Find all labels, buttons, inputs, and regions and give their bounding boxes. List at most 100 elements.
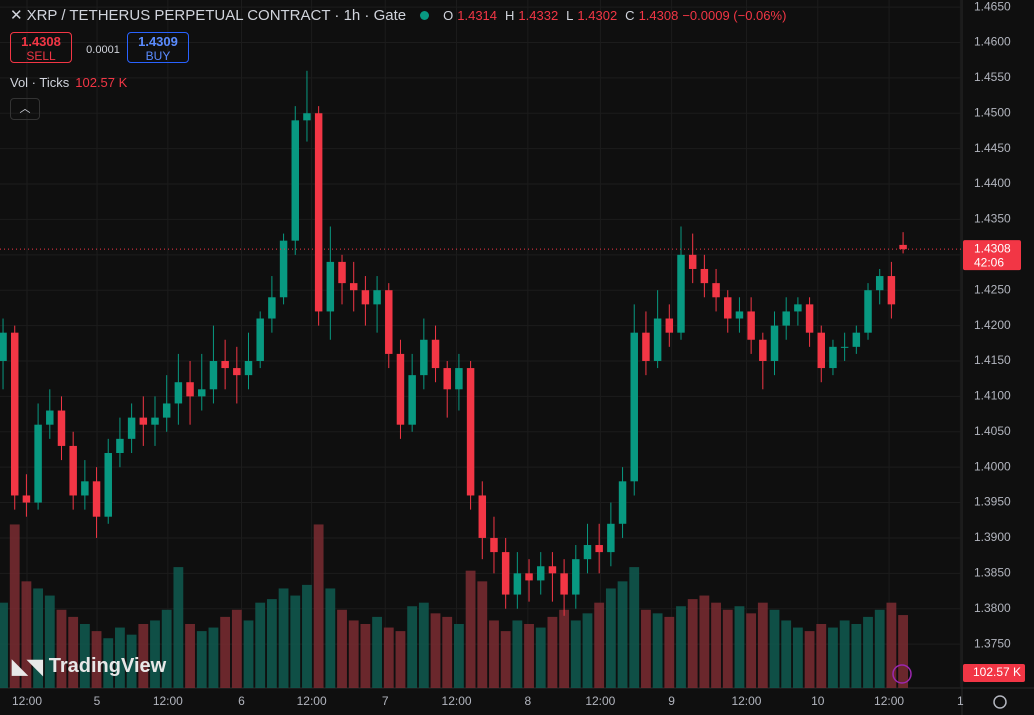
volume-bar — [161, 609, 172, 688]
y-tick-label: 1.4400 — [974, 176, 1011, 190]
candle-body — [139, 417, 148, 425]
sell-label: SELL — [26, 49, 56, 63]
volume-bar — [313, 524, 324, 688]
x-tick-label: 1 — [957, 694, 964, 708]
buy-price: 1.4309 — [138, 34, 178, 49]
volume-bar — [91, 631, 102, 688]
candle-body — [81, 481, 89, 496]
candle-body — [887, 276, 896, 305]
legend: ✕ XRP / TETHERUS PERPETUAL CONTRACT · 1h… — [10, 6, 787, 25]
candle-body — [759, 339, 767, 361]
volume-bar — [839, 620, 850, 688]
candle-body — [852, 332, 861, 347]
candle-body — [501, 552, 510, 595]
volume-bar — [21, 581, 32, 688]
volume-bar — [559, 609, 570, 688]
candle-body — [794, 304, 802, 312]
volume-bar — [828, 627, 838, 688]
y-tick-label: 1.4450 — [974, 141, 1011, 155]
candle-body — [0, 332, 7, 361]
volume-bar — [220, 616, 231, 688]
ohlc-change: −0.0009 (−0.06%) — [682, 7, 787, 23]
candle-body — [57, 410, 66, 446]
candle-body — [805, 304, 814, 333]
ohlc-value: 1.4332 — [518, 7, 559, 23]
watermark-text: TradingView — [48, 655, 167, 677]
y-tick-label: 1.3950 — [974, 495, 1011, 509]
volume-bar — [629, 567, 640, 688]
y-tick-label: 1.4250 — [974, 282, 1011, 296]
candle-body — [864, 290, 872, 333]
candle-body — [396, 353, 405, 425]
logo-icon: ◣◥ — [12, 656, 43, 678]
ohlc-value: 1.4302 — [577, 7, 618, 23]
settings-icon — [993, 695, 1007, 709]
volume-bar — [418, 602, 429, 688]
volume-bar — [722, 609, 733, 688]
candle-body — [116, 438, 124, 454]
candle-body — [361, 290, 370, 305]
y-tick-label: 1.4600 — [974, 35, 1011, 49]
candle-body — [513, 573, 522, 595]
candle-body — [583, 545, 592, 560]
candle-body — [490, 537, 498, 553]
close-icon[interactable]: ✕ — [10, 7, 23, 24]
volume-bar — [711, 602, 721, 688]
candle-body — [572, 559, 580, 595]
candle-body — [782, 311, 790, 326]
volume-bar — [360, 624, 371, 688]
candle-body — [46, 410, 54, 425]
y-tick-label: 1.4000 — [974, 459, 1011, 473]
buy-button[interactable]: 1.4309 BUY — [127, 32, 189, 63]
spread: 0.0001 — [86, 44, 120, 56]
volume-bar — [407, 606, 418, 688]
candle-body — [712, 283, 720, 298]
candle-body — [209, 360, 218, 390]
sell-button[interactable]: 1.4308 SELL — [10, 32, 72, 63]
volume-bar — [652, 613, 663, 688]
volume-bar — [804, 631, 815, 688]
candle-body — [817, 332, 826, 369]
volume-bar — [874, 609, 885, 688]
volume-bar — [886, 602, 897, 688]
replay-icon — [892, 664, 912, 684]
candle-body — [22, 495, 31, 503]
candle-body — [724, 297, 732, 319]
candle-body — [478, 495, 487, 538]
candle-body — [10, 332, 19, 496]
x-tick-label: 7 — [382, 694, 389, 708]
volume-bar — [570, 620, 581, 688]
volume-bar — [278, 588, 289, 688]
volume-bar — [231, 609, 242, 688]
volume-bar — [173, 567, 184, 688]
volume-bar — [44, 595, 55, 688]
x-tick-label: 12:00 — [297, 694, 327, 708]
ohlc-value: 1.4314 — [457, 7, 498, 23]
y-tick-label: 1.4150 — [974, 353, 1011, 367]
x-tick-label: 12:00 — [12, 694, 42, 708]
candle-body — [303, 113, 311, 121]
volume-bar — [465, 570, 476, 688]
x-tick-label: 12:00 — [153, 694, 183, 708]
buy-label: BUY — [145, 49, 171, 63]
symbol-title[interactable]: XRP / TETHERUS PERPETUAL CONTRACT · 1h ·… — [26, 6, 407, 24]
volume-bar — [302, 584, 312, 688]
volume-bar — [816, 624, 827, 688]
volume-name: Vol · Ticks — [10, 75, 70, 90]
candle-body — [443, 368, 451, 390]
volume-bar — [150, 620, 160, 688]
candle-body — [233, 368, 241, 376]
volume-bar — [56, 609, 67, 688]
collapse-button[interactable]: ︿ — [10, 98, 40, 120]
volume-bar — [126, 634, 137, 688]
volume-bar — [325, 588, 336, 688]
volume-bar — [676, 606, 686, 688]
volume-bar — [442, 616, 453, 688]
volume-bar — [196, 631, 207, 688]
volume-bar — [757, 602, 768, 688]
y-tick-label: 1.3900 — [974, 530, 1011, 544]
volume-bar — [348, 620, 359, 688]
volume-bar — [792, 627, 803, 688]
volume-badge-label: 102.57 K — [973, 665, 1021, 679]
